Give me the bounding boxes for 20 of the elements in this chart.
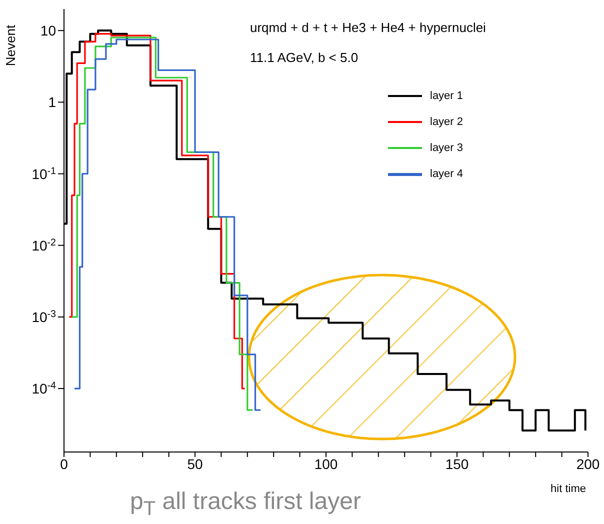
y-tick-label: 10$^{-2}$ <box>32 236 56 254</box>
legend-label: layer 4 <box>430 168 464 180</box>
annotation: 11.1 AGeV, b < 5.0 <box>250 50 358 65</box>
legend-label: layer 3 <box>430 142 464 154</box>
x-tick-label: 150 <box>445 456 469 472</box>
annotation: urqmd + d + t + He3 + He4 + hypernuclei <box>250 20 486 35</box>
x-tick-label: 50 <box>187 456 203 472</box>
x-tick-label: 100 <box>314 456 338 472</box>
text: p$_{T}$ all tracks first layer <box>130 488 361 521</box>
y-tick-label: 1 <box>48 94 56 110</box>
y-tick-label: 10 <box>40 22 56 39</box>
y-tick-label: 10$^{-1}$ <box>32 165 56 182</box>
x-tick-label: 0 <box>60 456 68 472</box>
x-axis-title: hit time <box>550 483 586 495</box>
legend-label: layer 2 <box>430 116 464 128</box>
y-tick-label: 10$^{-4}$ <box>32 380 57 397</box>
y-axis-title: Nevent <box>3 24 18 66</box>
y-tick-label: 10$^{-3}$ <box>32 308 57 325</box>
x-tick-label: 200 <box>576 456 600 472</box>
legend-label: layer 1 <box>430 90 464 102</box>
